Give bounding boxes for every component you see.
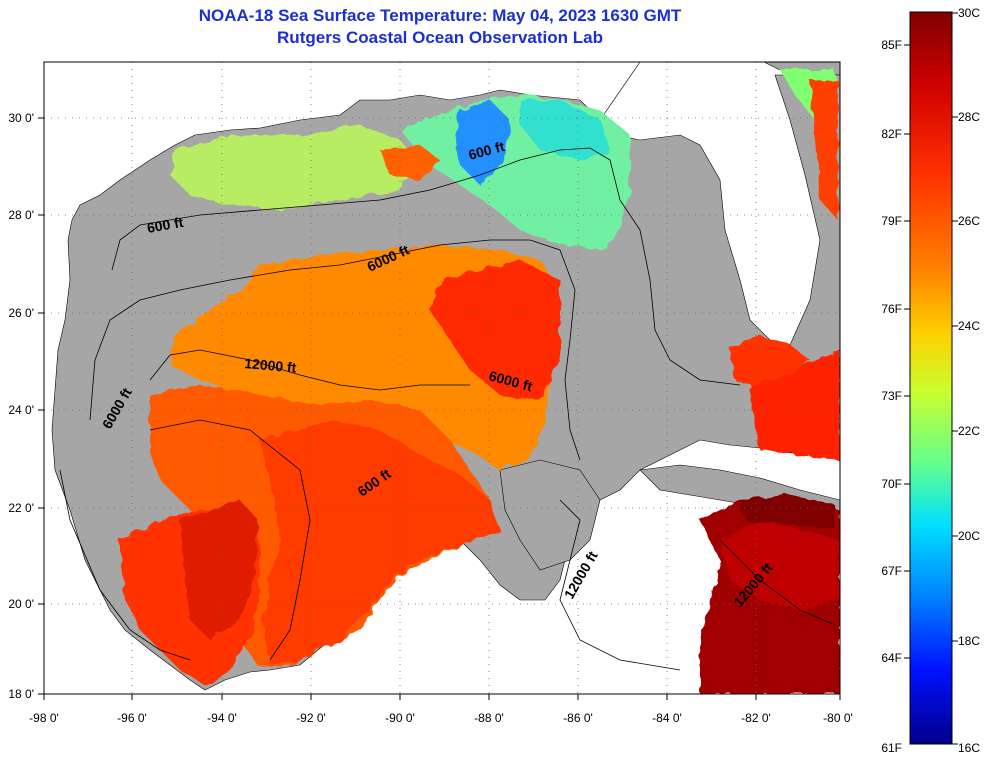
colorbar-c-label: 24C	[958, 319, 980, 333]
map-frame	[43, 61, 841, 695]
longitude-labels: -98 0' -96 0' -94 0' -92 0' -90 0' -88 0…	[29, 711, 853, 725]
contour-label: 12000 ft	[244, 355, 298, 376]
lon-label: -80 0'	[823, 711, 853, 725]
colorbar-c-label: 18C	[958, 634, 980, 648]
lat-label: 28 0'	[8, 208, 34, 222]
lon-label: -86 0'	[563, 711, 593, 725]
colorbar: 30C 28C 26C 24C 22C 20C 18C 16C 85F 82F …	[881, 6, 980, 755]
title-line-2: Rutgers Coastal Ocean Observation Lab	[277, 28, 603, 47]
colorbar-f-label: 61F	[881, 741, 902, 755]
colorbar-f-label: 76F	[881, 302, 902, 316]
colorbar-c-label: 28C	[958, 110, 980, 124]
colorbar-c-label: 16C	[958, 741, 980, 755]
lon-label: -98 0'	[29, 711, 59, 725]
title-line-1: NOAA-18 Sea Surface Temperature: May 04,…	[198, 6, 682, 25]
colorbar-c-label: 30C	[958, 6, 980, 20]
lat-label: 30 0'	[8, 111, 34, 125]
tick-marks	[38, 117, 841, 700]
lat-label: 18 0'	[8, 687, 34, 701]
colorbar-c-label: 22C	[958, 424, 980, 438]
lat-label: 22 0'	[8, 501, 34, 515]
colorbar-f-label: 79F	[881, 214, 902, 228]
lon-label: -88 0'	[474, 711, 504, 725]
sst-field	[120, 70, 840, 694]
lon-label: -94 0'	[207, 711, 237, 725]
colorbar-f-label: 64F	[881, 651, 902, 665]
colorbar-f-label: 73F	[881, 389, 902, 403]
lon-label: -90 0'	[385, 711, 415, 725]
colorbar-f-label: 70F	[881, 477, 902, 491]
colorbar-f-label: 85F	[881, 38, 902, 52]
lon-label: -92 0'	[296, 711, 326, 725]
lat-label: 20 0'	[8, 597, 34, 611]
colorbar-f-label: 67F	[881, 564, 902, 578]
bathymetry-contours	[59, 147, 836, 671]
lon-label: -96 0'	[117, 711, 147, 725]
graticule	[44, 62, 840, 694]
lon-label: -84 0'	[652, 711, 682, 725]
lon-label: -82 0'	[741, 711, 771, 725]
colorbar-f-label: 82F	[881, 127, 902, 141]
colorbar-c-label: 20C	[958, 529, 980, 543]
colorbar-c-label: 26C	[958, 214, 980, 228]
contour-label: 600 ft	[146, 214, 185, 236]
lat-label: 24 0'	[8, 403, 34, 417]
latitude-labels: 30 0' 28 0' 26 0' 24 0' 22 0' 20 0' 18 0…	[8, 111, 34, 701]
colorbar-gradient	[909, 11, 953, 745]
lat-label: 26 0'	[8, 306, 34, 320]
